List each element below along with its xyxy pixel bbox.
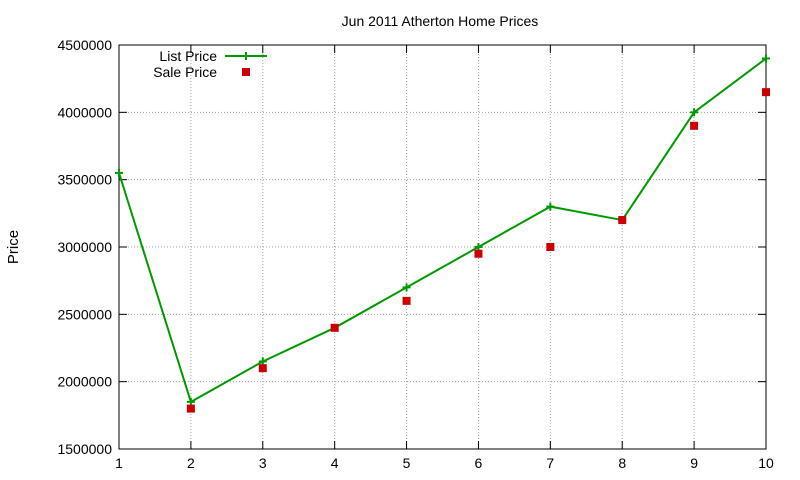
legend-marker-list-price [242, 52, 250, 60]
x-tick-label: 7 [546, 455, 554, 471]
x-tick-label: 1 [115, 455, 123, 471]
data-point-sale-price [330, 323, 339, 332]
y-tick-label: 3000000 [57, 239, 112, 255]
data-point-list-price [762, 54, 770, 63]
grid [119, 45, 766, 449]
legend-marker-sale-price [242, 68, 250, 76]
data-point-sale-price [762, 88, 770, 97]
x-tick-label: 3 [259, 455, 267, 471]
data-point-sale-price [546, 243, 555, 251]
x-tick-label: 4 [331, 455, 339, 471]
data-point-sale-price [690, 121, 699, 130]
data-point-sale-price [402, 296, 411, 305]
data-point-list-price [474, 243, 483, 251]
chart-title: Jun 2011 Atherton Home Prices [342, 13, 539, 29]
y-tick-label: 4000000 [57, 104, 112, 120]
y-tick-label: 3500000 [57, 172, 112, 188]
data-point-list-price [402, 283, 411, 292]
data-point-list-price [690, 108, 699, 117]
data-point-list-price [546, 202, 555, 211]
data-point-sale-price [618, 216, 627, 225]
y-tick-label: 1500000 [57, 441, 112, 457]
data-point-sale-price [186, 404, 195, 413]
series-line-list-price [118, 57, 767, 404]
x-tick-label: 5 [403, 455, 411, 471]
x-tick-label: 10 [758, 455, 774, 471]
data-point-list-price [186, 397, 195, 406]
y-tick-label: 2000000 [57, 374, 112, 390]
x-tick-label: 6 [475, 455, 483, 471]
x-tick-label: 8 [618, 455, 626, 471]
legend-label: Sale Price [153, 64, 217, 80]
y-tick-label: 2500000 [57, 306, 112, 322]
y-axis-label: Price [5, 230, 22, 264]
data-point-sale-price [474, 249, 483, 258]
y-tick-label: 4500000 [57, 37, 112, 53]
data-point-sale-price [258, 364, 267, 373]
data-point-list-price [115, 168, 123, 177]
legend-label: List Price [159, 48, 217, 64]
x-tick-label: 2 [187, 455, 195, 471]
x-tick-label: 9 [690, 455, 698, 471]
series [115, 54, 770, 413]
data-point-list-price [258, 357, 267, 366]
ticks: 1 2 3 4 5 6 7 8 9 10 1500000 2000000 2500000 3000000 3… [57, 37, 774, 471]
